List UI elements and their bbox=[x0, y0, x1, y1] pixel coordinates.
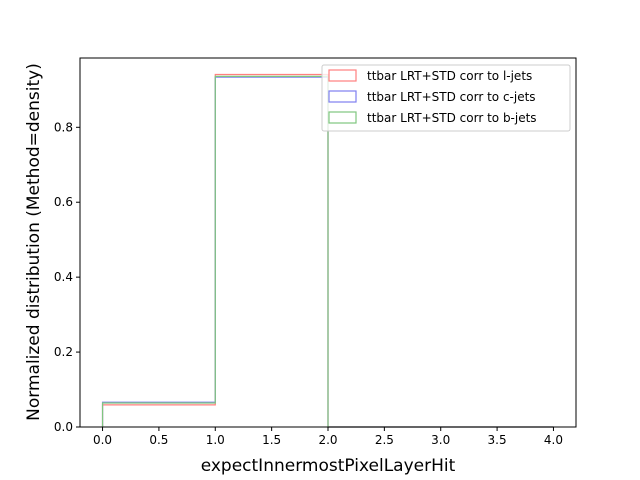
legend-swatch-0 bbox=[328, 69, 357, 82]
legend-label-1: ttbar LRT+STD corr to c-jets bbox=[367, 90, 536, 104]
legend-swatch-2 bbox=[328, 111, 357, 124]
legend-label-0: ttbar LRT+STD corr to l-jets bbox=[367, 69, 532, 83]
x-tick-label: 4.0 bbox=[544, 433, 563, 447]
legend: ttbar LRT+STD corr to l-jets ttbar LRT+ST… bbox=[321, 64, 571, 132]
legend-label-2: ttbar LRT+STD corr to b-jets bbox=[367, 111, 537, 125]
y-ticks: 0.0 0.2 0.4 0.6 0.8 bbox=[54, 120, 80, 434]
legend-swatch-1 bbox=[328, 90, 357, 103]
y-tick-label: 0.2 bbox=[54, 345, 73, 359]
x-tick-label: 3.5 bbox=[488, 433, 507, 447]
x-tick-label: 1.5 bbox=[262, 433, 281, 447]
y-tick-label: 0.6 bbox=[54, 195, 73, 209]
y-tick-label: 0.0 bbox=[54, 420, 73, 434]
y-tick-label: 0.4 bbox=[54, 270, 73, 284]
x-tick-label: 1.0 bbox=[206, 433, 225, 447]
legend-items: ttbar LRT+STD corr to l-jets ttbar LRT+ST… bbox=[328, 69, 537, 125]
x-tick-label: 2.5 bbox=[375, 433, 394, 447]
y-tick-label: 0.8 bbox=[54, 120, 73, 134]
x-tick-label: 0.5 bbox=[149, 433, 168, 447]
x-ticks: 0.0 0.5 1.0 1.5 2.0 2.5 3.0 3.5 4.0 bbox=[93, 427, 563, 447]
y-axis-label: Normalized distribution (Method=density) bbox=[24, 63, 44, 421]
x-axis-label: expectInnermostPixelLayerHit bbox=[201, 456, 456, 476]
x-tick-label: 0.0 bbox=[93, 433, 112, 447]
x-tick-label: 2.0 bbox=[318, 433, 337, 447]
x-tick-label: 3.0 bbox=[431, 433, 450, 447]
legend-frame bbox=[321, 64, 571, 132]
